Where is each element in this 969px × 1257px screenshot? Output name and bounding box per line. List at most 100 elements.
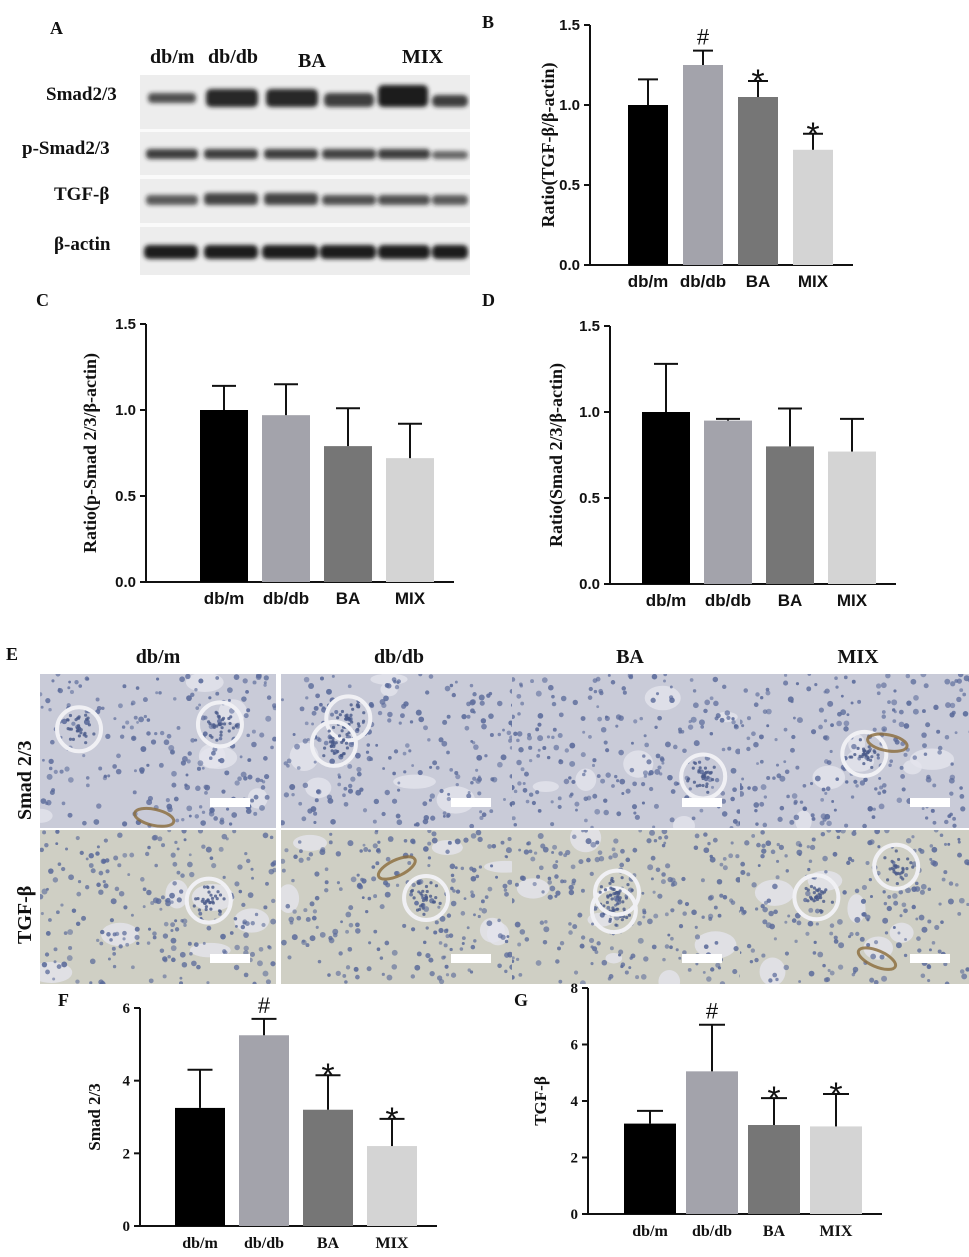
blot-group-label-dbdb: db/db (208, 46, 259, 68)
ihc-micrograph (40, 674, 276, 828)
x-tick-label: MIX (395, 589, 426, 608)
y-tick-label: 2 (123, 1146, 131, 1162)
y-tick-label: 6 (123, 1001, 131, 1017)
scale-bar (910, 954, 950, 963)
bar (175, 1107, 225, 1226)
y-axis-label: Smad 2/3 (85, 1083, 104, 1151)
y-tick-label: 1.0 (559, 97, 580, 114)
significance-mark: # (258, 993, 271, 1018)
x-tick-label: db/db (680, 272, 726, 291)
ihc-col-label-mix: MIX (837, 646, 879, 668)
x-tick-label: db/db (692, 1223, 732, 1240)
bar (738, 97, 778, 265)
significance-mark: * (385, 1101, 398, 1139)
bar (810, 1126, 862, 1214)
scale-bar (451, 798, 491, 807)
ihc-col-label-dbdb: db/db (373, 646, 425, 668)
bar-group (642, 362, 690, 584)
blot-row-label-psmad: p-Smad2/3 (22, 138, 110, 159)
bar-group: # (239, 993, 289, 1226)
bar-group (262, 383, 310, 582)
panel-label-a: A (50, 18, 63, 38)
scale-bar (210, 954, 250, 963)
x-tick-label: db/db (705, 591, 751, 610)
x-tick-label: MIX (820, 1223, 853, 1240)
x-tick-label: db/m (182, 1235, 218, 1252)
y-tick-label: 1.0 (115, 402, 136, 419)
bar (324, 446, 372, 582)
significance-mark: * (806, 116, 819, 154)
bar-group (766, 407, 814, 584)
panel-label-d: D (482, 290, 495, 310)
y-tick-label: 0.5 (115, 488, 136, 505)
scale-bar (451, 954, 491, 963)
bar-group: * (303, 1057, 353, 1226)
bar-group (624, 1109, 676, 1214)
ihc-row-label-smad: Smad 2/3 (14, 740, 36, 820)
blot-row-label-tgf: TGF-β (54, 184, 110, 205)
bar (748, 1125, 800, 1214)
ihc-micrograph (281, 674, 517, 828)
x-tick-label: db/db (263, 589, 309, 608)
x-tick-label: db/m (632, 1223, 668, 1240)
bar (624, 1123, 676, 1214)
ihc-micrograph (512, 674, 748, 828)
bar (628, 105, 668, 265)
x-tick-label: MIX (798, 272, 829, 291)
x-tick-label: db/m (628, 272, 669, 291)
y-axis-label: Ratio(TGF-β/β-actin) (538, 63, 559, 228)
y-tick-label: 0 (571, 1207, 579, 1223)
significance-mark: # (706, 999, 719, 1024)
x-tick-label: BA (746, 272, 771, 291)
bar-chart-f: 0 2 4 6 Smad 2/3 db/m # db/db * BA * MIX (85, 993, 437, 1252)
blot-row-label-smad: Smad2/3 (46, 84, 117, 105)
bar (303, 1109, 353, 1226)
y-tick-label: 1.5 (115, 316, 136, 333)
significance-mark: * (751, 63, 764, 101)
bar-group (175, 1068, 225, 1226)
bar-group (200, 384, 248, 582)
x-tick-label: MIX (376, 1235, 409, 1252)
y-tick-label: 0.5 (559, 177, 580, 194)
x-tick-label: BA (336, 589, 361, 608)
y-axis-label: Ratio(p-Smad 2/3/β-actin) (80, 353, 101, 553)
bar-chart-c: 0.0 0.5 1.0 1.5 Ratio(p-Smad 2/3/β-actin) db/… (80, 316, 454, 608)
x-tick-label: BA (317, 1235, 340, 1252)
x-tick-label: db/m (646, 591, 687, 610)
x-tick-label: db/m (204, 589, 245, 608)
significance-mark: * (829, 1076, 842, 1114)
y-tick-label: 1.5 (579, 318, 600, 335)
bar (262, 415, 310, 582)
blot-group-label-ba: BA (298, 50, 326, 72)
bar-group (828, 417, 876, 584)
bar (239, 1035, 289, 1226)
y-axis-label: TGF-β (531, 1076, 550, 1126)
bar-group: # (686, 999, 738, 1214)
scale-bar (210, 798, 250, 807)
bar-group (324, 407, 372, 582)
scale-bar (682, 798, 722, 807)
y-tick-label: 6 (571, 1038, 579, 1054)
y-tick-label: 0.0 (559, 257, 580, 274)
bar-chart-d: 0.0 0.5 1.0 1.5 Ratio(Smad 2/3/β-actin) db/m d… (546, 318, 896, 610)
ihc-micrograph (740, 674, 969, 828)
y-tick-label: 0.0 (115, 574, 136, 591)
bar (642, 412, 690, 584)
significance-mark: # (697, 25, 710, 50)
ihc-col-label-ba: BA (616, 646, 644, 668)
bar (386, 458, 434, 582)
bar-group: * (810, 1076, 862, 1214)
panel-label-f: F (58, 990, 69, 1010)
y-tick-label: 0.0 (579, 576, 600, 593)
x-tick-label: db/db (244, 1235, 284, 1252)
bar (766, 446, 814, 584)
bar-chart-b: 0.0 0.5 1.0 1.5 Ratio(TGF-β/β-actin) db/m # db/… (538, 17, 853, 291)
western-blot-image (140, 75, 470, 275)
bar-group: # (683, 25, 723, 265)
bar-group: * (793, 116, 833, 265)
panel-label-b: B (482, 12, 495, 32)
significance-mark: * (767, 1080, 780, 1118)
x-tick-label: BA (763, 1223, 786, 1240)
bar-group (386, 422, 434, 582)
bar (683, 65, 723, 265)
